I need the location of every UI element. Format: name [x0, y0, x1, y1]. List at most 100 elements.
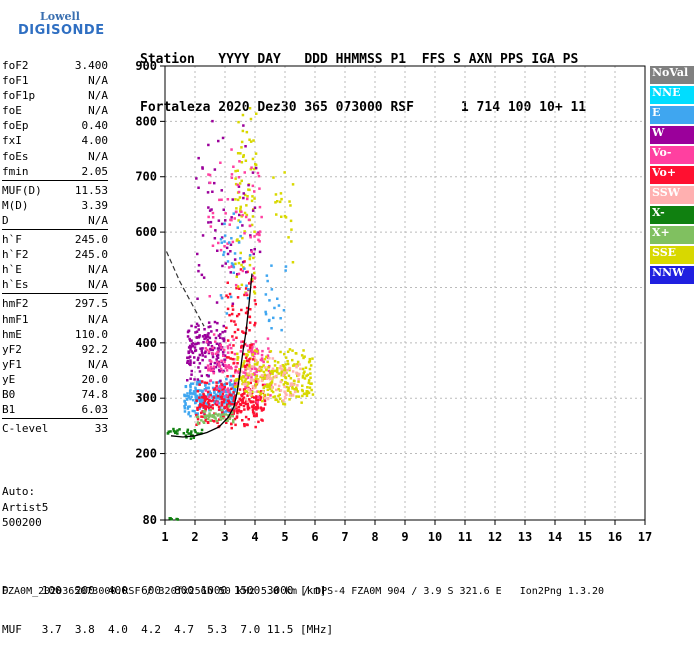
- echo-point: [246, 408, 250, 411]
- echo-point: [236, 183, 239, 187]
- echo-point: [307, 379, 311, 382]
- echo-point: [230, 398, 233, 401]
- echo-point: [283, 390, 286, 393]
- echo-point: [240, 344, 244, 348]
- echo-point: [224, 212, 227, 215]
- echo-point: [204, 384, 207, 387]
- echo-point: [250, 199, 254, 203]
- echo-point: [223, 222, 226, 226]
- echo-point: [207, 414, 211, 418]
- echo-point: [270, 288, 274, 291]
- echo-point: [229, 295, 233, 299]
- echo-point: [278, 393, 281, 396]
- auto-code: 500200: [2, 516, 42, 529]
- echo-point: [229, 365, 232, 369]
- echo-point: [192, 436, 195, 439]
- echo-point: [237, 261, 241, 265]
- echo-point: [252, 256, 255, 260]
- echo-point: [213, 361, 217, 365]
- muf-distance-row: D 100 200 400 600 800 1000 1500 3000 [km…: [2, 584, 327, 597]
- echo-point: [207, 215, 210, 219]
- echo-point: [278, 397, 282, 400]
- echo-point: [254, 340, 258, 343]
- echo-point: [258, 394, 262, 398]
- echo-point: [248, 315, 252, 319]
- echo-point: [189, 397, 192, 401]
- echo-point: [232, 391, 235, 394]
- echo-point: [187, 405, 190, 409]
- echo-point: [208, 399, 211, 402]
- echo-point: [220, 346, 223, 349]
- echo-point: [272, 176, 275, 179]
- echo-point: [172, 429, 176, 433]
- echo-point: [251, 274, 255, 278]
- echo-point: [208, 412, 211, 415]
- echo-point: [200, 349, 203, 353]
- echo-point: [307, 360, 311, 364]
- echo-point: [245, 284, 248, 287]
- echo-point: [255, 359, 258, 362]
- echo-point: [194, 386, 197, 390]
- echo-point: [280, 197, 283, 201]
- echo-point: [222, 400, 225, 404]
- echo-point: [234, 283, 238, 287]
- echo-point: [230, 387, 233, 391]
- echo-point: [203, 388, 207, 391]
- echo-point: [207, 143, 210, 147]
- echo-point: [279, 350, 282, 354]
- echo-point: [239, 251, 242, 255]
- echo-point: [182, 432, 186, 435]
- echo-point: [241, 260, 245, 264]
- echo-point: [250, 367, 254, 371]
- echo-point: [223, 354, 227, 357]
- echo-point: [222, 253, 225, 257]
- echo-point: [220, 413, 223, 416]
- echo-point: [250, 166, 253, 169]
- echo-point: [223, 360, 226, 364]
- echo-point: [251, 157, 255, 161]
- param-name: foF1: [2, 74, 29, 88]
- echo-point: [185, 436, 188, 439]
- echo-point: [236, 328, 240, 331]
- echo-point: [207, 382, 211, 386]
- echo-point: [254, 377, 258, 381]
- header-values: Fortaleza 2020 Dez30 365 073000 RSF 1 71…: [140, 100, 587, 115]
- param-row: yF2 92.2: [2, 342, 108, 357]
- echo-point: [252, 355, 256, 358]
- echo-point: [266, 354, 270, 357]
- echo-point: [197, 366, 200, 369]
- echo-point: [234, 182, 238, 186]
- echo-point: [206, 421, 210, 424]
- echo-point: [255, 233, 259, 236]
- echo-point: [218, 364, 222, 368]
- echo-point: [186, 397, 189, 401]
- param-row: hmF2 297.5: [2, 296, 108, 311]
- echo-point: [216, 321, 219, 325]
- echo-point: [283, 352, 286, 356]
- echo-point: [306, 373, 310, 377]
- echo-point: [211, 404, 214, 407]
- echo-point: [195, 423, 198, 426]
- echo-point: [196, 390, 200, 393]
- param-name: foEs: [2, 149, 29, 163]
- echo-point: [239, 350, 243, 353]
- echo-point: [284, 265, 288, 268]
- echo-point: [198, 353, 202, 357]
- echo-point: [214, 365, 218, 369]
- echo-point: [220, 222, 224, 226]
- echo-point: [252, 267, 255, 270]
- echo-point: [276, 369, 279, 372]
- echo-point: [226, 345, 230, 348]
- echo-point: [207, 367, 210, 370]
- echo-point: [186, 359, 190, 363]
- echo-point: [220, 386, 224, 389]
- echo-point: [232, 212, 235, 215]
- echo-point: [193, 343, 197, 346]
- echo-point: [215, 403, 219, 407]
- echo-point: [241, 399, 244, 403]
- echo-point: [226, 408, 230, 412]
- echo-point: [253, 349, 257, 352]
- echo-point: [248, 398, 251, 401]
- echo-point: [248, 263, 252, 267]
- echo-point: [215, 387, 219, 390]
